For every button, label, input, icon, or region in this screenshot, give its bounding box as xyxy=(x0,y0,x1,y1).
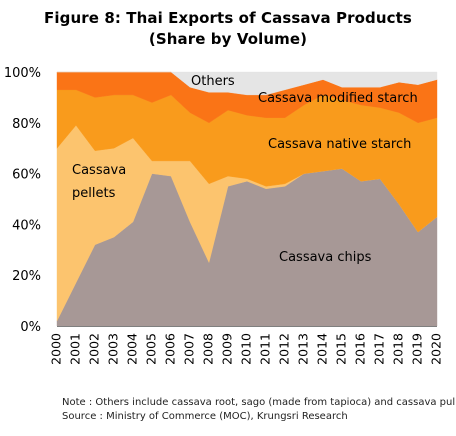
x-tick-label: 2012 xyxy=(277,333,292,365)
x-tick-label: 2010 xyxy=(239,333,254,365)
y-tick-label: 100% xyxy=(4,66,41,81)
x-tick-label: 2019 xyxy=(410,333,425,365)
x-tick-label: 2005 xyxy=(144,333,159,365)
area-others xyxy=(57,71,438,96)
series-label-cassava-native-starch: Cassava native starch xyxy=(268,137,411,152)
y-tick-label: 60% xyxy=(12,168,41,183)
chart-title: Figure 8: Thai Exports of Cassava Produc… xyxy=(44,9,412,27)
series-label-cassava-pellets: Cassava xyxy=(72,163,126,178)
y-tick-label: 80% xyxy=(12,117,41,132)
y-tick-label: 20% xyxy=(12,269,41,284)
x-axis: 2000 2001 2002 2003 2004 2005 2006 2007 2008 2009… xyxy=(49,326,444,365)
x-tick-label: 2004 xyxy=(125,333,140,365)
x-tick-label: 2015 xyxy=(334,333,349,365)
x-tick-label: 2008 xyxy=(201,333,216,365)
series-label-others: Others xyxy=(191,74,235,89)
series-labels: Cassava chips Cassava pellets Cassava nativ… xyxy=(72,74,418,265)
x-tick-label: 2003 xyxy=(106,333,121,365)
x-tick-label: 2017 xyxy=(372,333,387,365)
x-tick-label: 2000 xyxy=(49,333,64,365)
series-label-cassava-chips: Cassava chips xyxy=(279,250,372,265)
y-axis: 0% 20% 40% 60% 80% 100% xyxy=(4,66,41,335)
area-series-group xyxy=(56,71,438,327)
source-line: Source : Ministry of Commerce (MOC), Kru… xyxy=(62,411,348,422)
chart-subtitle: (Share by Volume) xyxy=(148,30,308,48)
x-tick-label: 2001 xyxy=(68,333,83,365)
x-tick-label: 2020 xyxy=(429,333,444,365)
series-label-cassava-pellets: pellets xyxy=(72,186,116,201)
x-tick-label: 2011 xyxy=(258,333,273,365)
x-tick-label: 2007 xyxy=(182,333,197,365)
chart-title-block: Figure 8: Thai Exports of Cassava Produc… xyxy=(0,8,456,50)
x-tick-label: 2006 xyxy=(163,333,178,365)
y-tick-label: 0% xyxy=(20,320,41,335)
series-label-cassava-modified-starch: Cassava modified starch xyxy=(258,91,418,106)
x-tick-label: 2002 xyxy=(87,333,102,365)
x-tick-label: 2014 xyxy=(315,333,330,365)
note-line: Note : Others include cassava root, sago… xyxy=(62,397,456,408)
y-tick-label: 40% xyxy=(12,218,41,233)
footnote: Note : Others include cassava root, sago… xyxy=(62,396,456,424)
x-tick-label: 2009 xyxy=(220,333,235,365)
x-tick-label: 2018 xyxy=(391,333,406,365)
x-tick-label: 2013 xyxy=(296,333,311,365)
x-tick-label: 2016 xyxy=(353,333,368,365)
